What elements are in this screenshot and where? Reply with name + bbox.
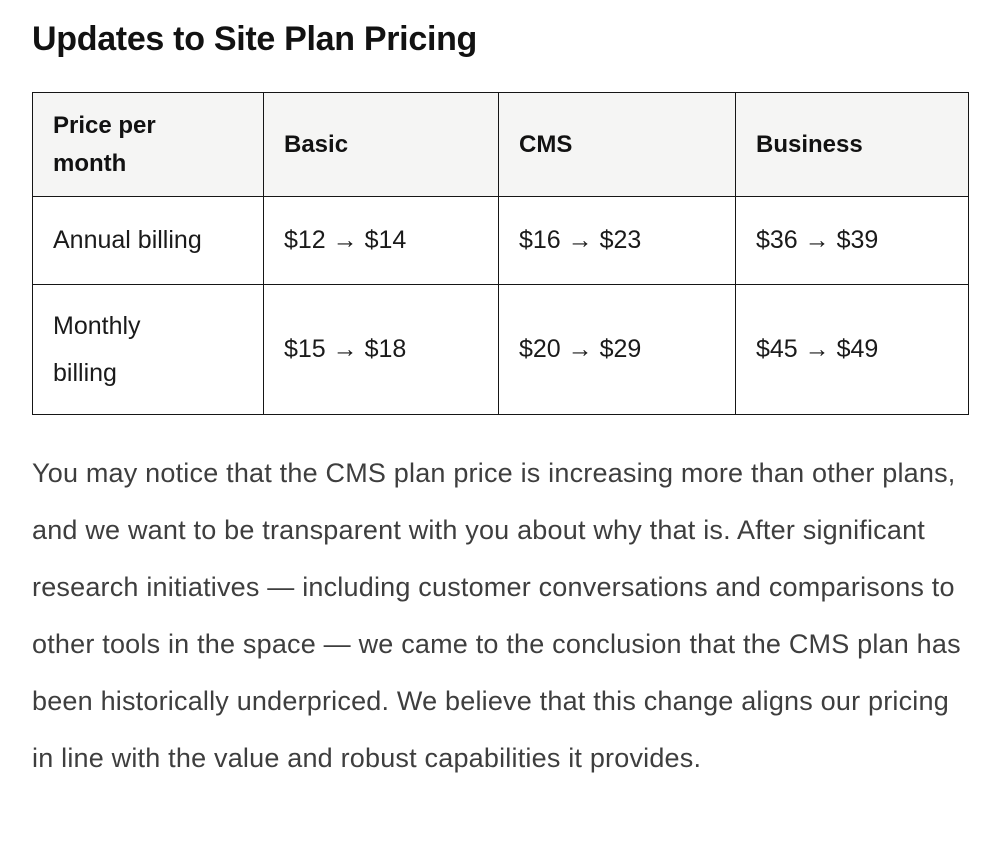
price-change-value: $12 → $14	[284, 226, 407, 254]
column-header-label: Business	[756, 130, 863, 158]
price-change-value: $45 → $49	[756, 335, 879, 363]
annual-cms-price-cell: $16 → $23	[498, 196, 736, 285]
column-header-price-per-month: Price per month	[32, 92, 264, 197]
page: Updates to Site Plan Pricing Price per m…	[32, 20, 969, 773]
annual-basic-price-cell: $12 → $14	[263, 196, 499, 285]
column-header-label: Price per month	[53, 111, 156, 177]
row-label: Monthly billing	[53, 311, 141, 387]
table-row-annual-billing: Annual billing $12 → $14 $16 → $23 $36 →…	[32, 196, 969, 285]
column-header-label: CMS	[519, 130, 573, 158]
annual-business-price-cell: $36 → $39	[735, 196, 969, 285]
monthly-cms-price-cell: $20 → $29	[498, 284, 736, 415]
column-header-label: Basic	[284, 130, 349, 158]
page-title: Updates to Site Plan Pricing	[32, 20, 478, 58]
price-change-value: $15 → $18	[284, 335, 407, 363]
monthly-basic-price-cell: $15 → $18	[263, 284, 499, 415]
column-header-cms: CMS	[498, 92, 736, 197]
column-header-basic: Basic	[263, 92, 499, 197]
price-change-value: $20 → $29	[519, 335, 642, 363]
column-header-business: Business	[735, 92, 969, 197]
price-change-value: $16 → $23	[519, 226, 642, 254]
table-row-monthly-billing: Monthly billing $15 → $18 $20 → $29 $45 …	[32, 284, 969, 415]
row-label: Annual billing	[53, 226, 202, 254]
pricing-table-header-row: Price per month Basic CMS Business	[32, 92, 969, 197]
monthly-business-price-cell: $45 → $49	[735, 284, 969, 415]
price-change-value: $36 → $39	[756, 226, 879, 254]
row-label-annual-billing: Annual billing	[32, 196, 264, 285]
row-label-monthly-billing: Monthly billing	[32, 284, 264, 415]
body-paragraph: You may notice that the CMS plan price i…	[32, 458, 961, 773]
pricing-table: Price per month Basic CMS Business Annua…	[32, 92, 969, 415]
